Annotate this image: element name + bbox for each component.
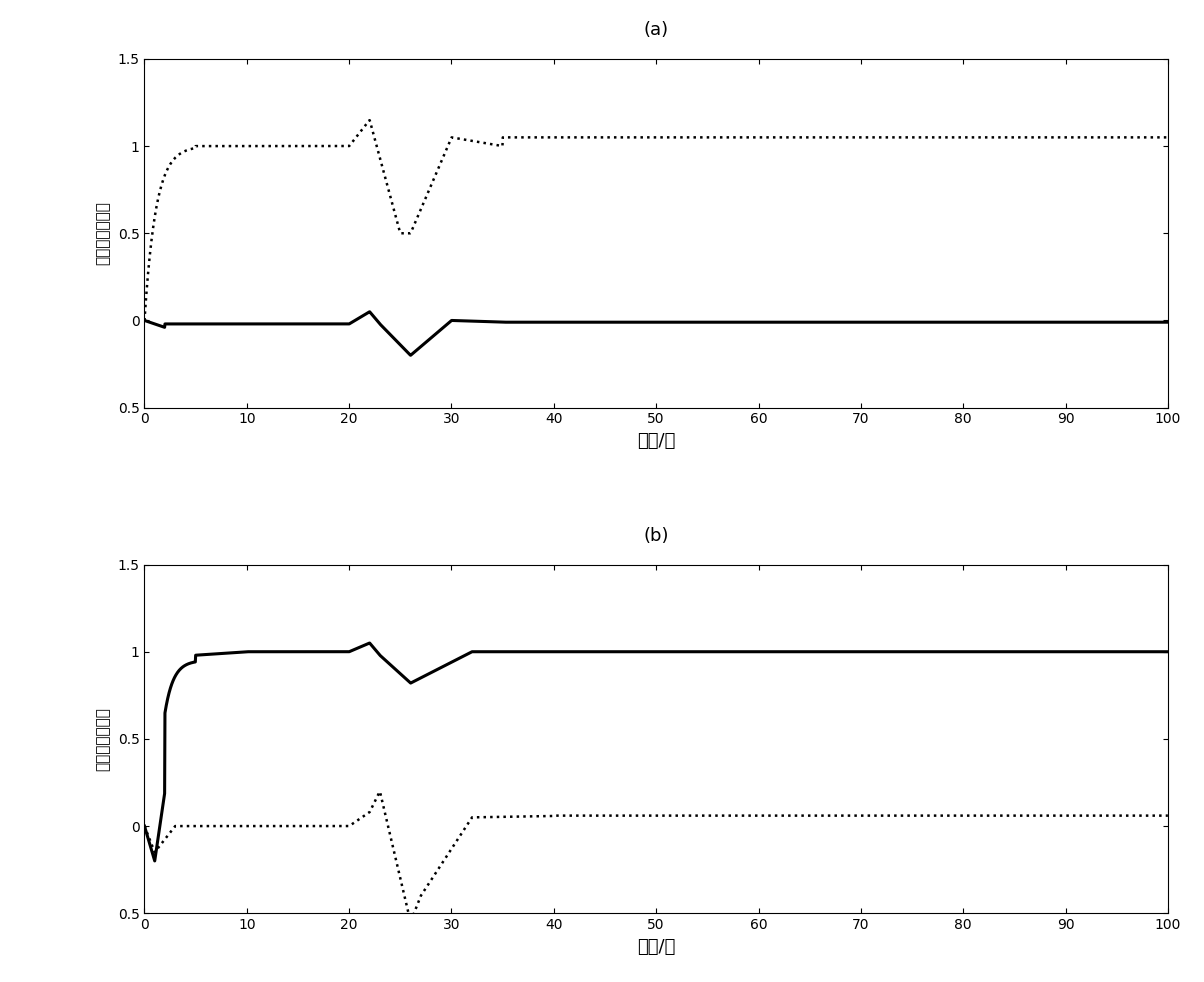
Text: (b): (b) bbox=[643, 527, 669, 545]
X-axis label: 时间/秒: 时间/秒 bbox=[637, 432, 675, 450]
Y-axis label: 第二个过程输出: 第二个过程输出 bbox=[95, 707, 111, 771]
Text: (a): (a) bbox=[644, 22, 668, 39]
X-axis label: 时间/秒: 时间/秒 bbox=[637, 938, 675, 955]
Y-axis label: 第一个过程输出: 第一个过程输出 bbox=[95, 201, 111, 265]
